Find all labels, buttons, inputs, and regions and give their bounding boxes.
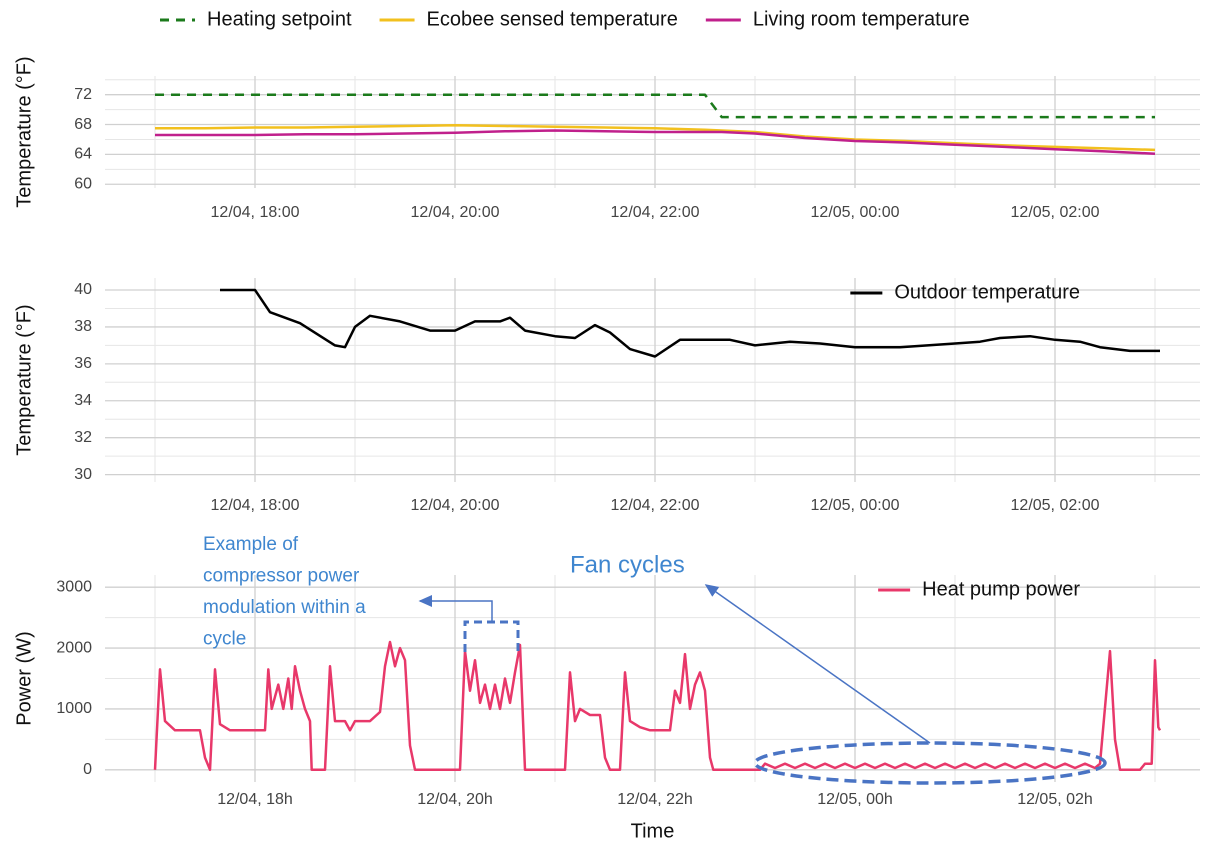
annotation: cycle (203, 629, 246, 650)
y-tick-label: 3000 (56, 578, 92, 595)
y-tick-label: 68 (74, 116, 92, 133)
x-tick-label: 12/04, 20h (417, 791, 493, 808)
x-tick-label: 12/04, 18:00 (211, 204, 300, 221)
x-tick-label: 12/05, 00h (817, 791, 893, 808)
y-tick-label: 64 (74, 146, 92, 163)
y-tick-label: 0 (83, 761, 92, 778)
legend-label: Outdoor temperature (894, 281, 1080, 303)
x-tick-label: 12/05, 00:00 (811, 497, 900, 514)
arrow (418, 595, 493, 622)
arrow (704, 584, 931, 744)
y-tick-label: 1000 (56, 700, 92, 717)
annotation-shapes (418, 584, 1107, 785)
annotation: Fan cycles (570, 551, 685, 578)
x-tick-label: 12/04, 22:00 (611, 497, 700, 514)
y-tick-label: 32 (74, 429, 92, 446)
y-tick-label: 40 (74, 281, 92, 298)
y-axis-title: Power (W) (13, 631, 35, 725)
x-tick-label: 12/05, 02h (1017, 791, 1093, 808)
data-line (155, 129, 1156, 155)
x-axis-title: Time (631, 820, 675, 842)
y-tick-label: 30 (74, 466, 92, 483)
legend-label: Heating setpoint (207, 8, 352, 30)
x-tick-label: 12/05, 02:00 (1011, 497, 1100, 514)
annotation: Example of (203, 534, 299, 555)
data-line (155, 124, 1156, 152)
x-tick-label: 12/04, 22:00 (611, 204, 700, 221)
legend-label: Ecobee sensed temperature (427, 8, 678, 30)
y-tick-label: 60 (74, 175, 92, 192)
data-line (155, 93, 1155, 119)
ellipse (753, 741, 1107, 785)
x-tick-label: 12/04, 18:00 (211, 497, 300, 514)
y-tick-label: 2000 (56, 639, 92, 656)
x-tick-label: 12/05, 00:00 (811, 204, 900, 221)
y-tick-label: 72 (74, 86, 92, 103)
legend-label: Living room temperature (753, 8, 970, 30)
x-tick-label: 12/04, 20:00 (411, 497, 500, 514)
x-tick-label: 12/04, 20:00 (411, 204, 500, 221)
y-tick-label: 34 (74, 392, 92, 409)
x-tick-label: 12/05, 02:00 (1011, 204, 1100, 221)
y-tick-label: 36 (74, 355, 92, 372)
x-tick-label: 12/04, 22h (617, 791, 693, 808)
annotation: modulation within a (203, 597, 366, 618)
data-line (153, 640, 1162, 772)
x-tick-label: 12/04, 18h (217, 791, 293, 808)
y-axis-title: Temperature (°F) (13, 304, 35, 455)
legend-label: Heat pump power (922, 578, 1080, 600)
annotation: compressor power (203, 566, 360, 587)
y-tick-label: 38 (74, 318, 92, 335)
data-line (220, 288, 1160, 358)
y-axis-title: Temperature (°F) (13, 56, 35, 207)
